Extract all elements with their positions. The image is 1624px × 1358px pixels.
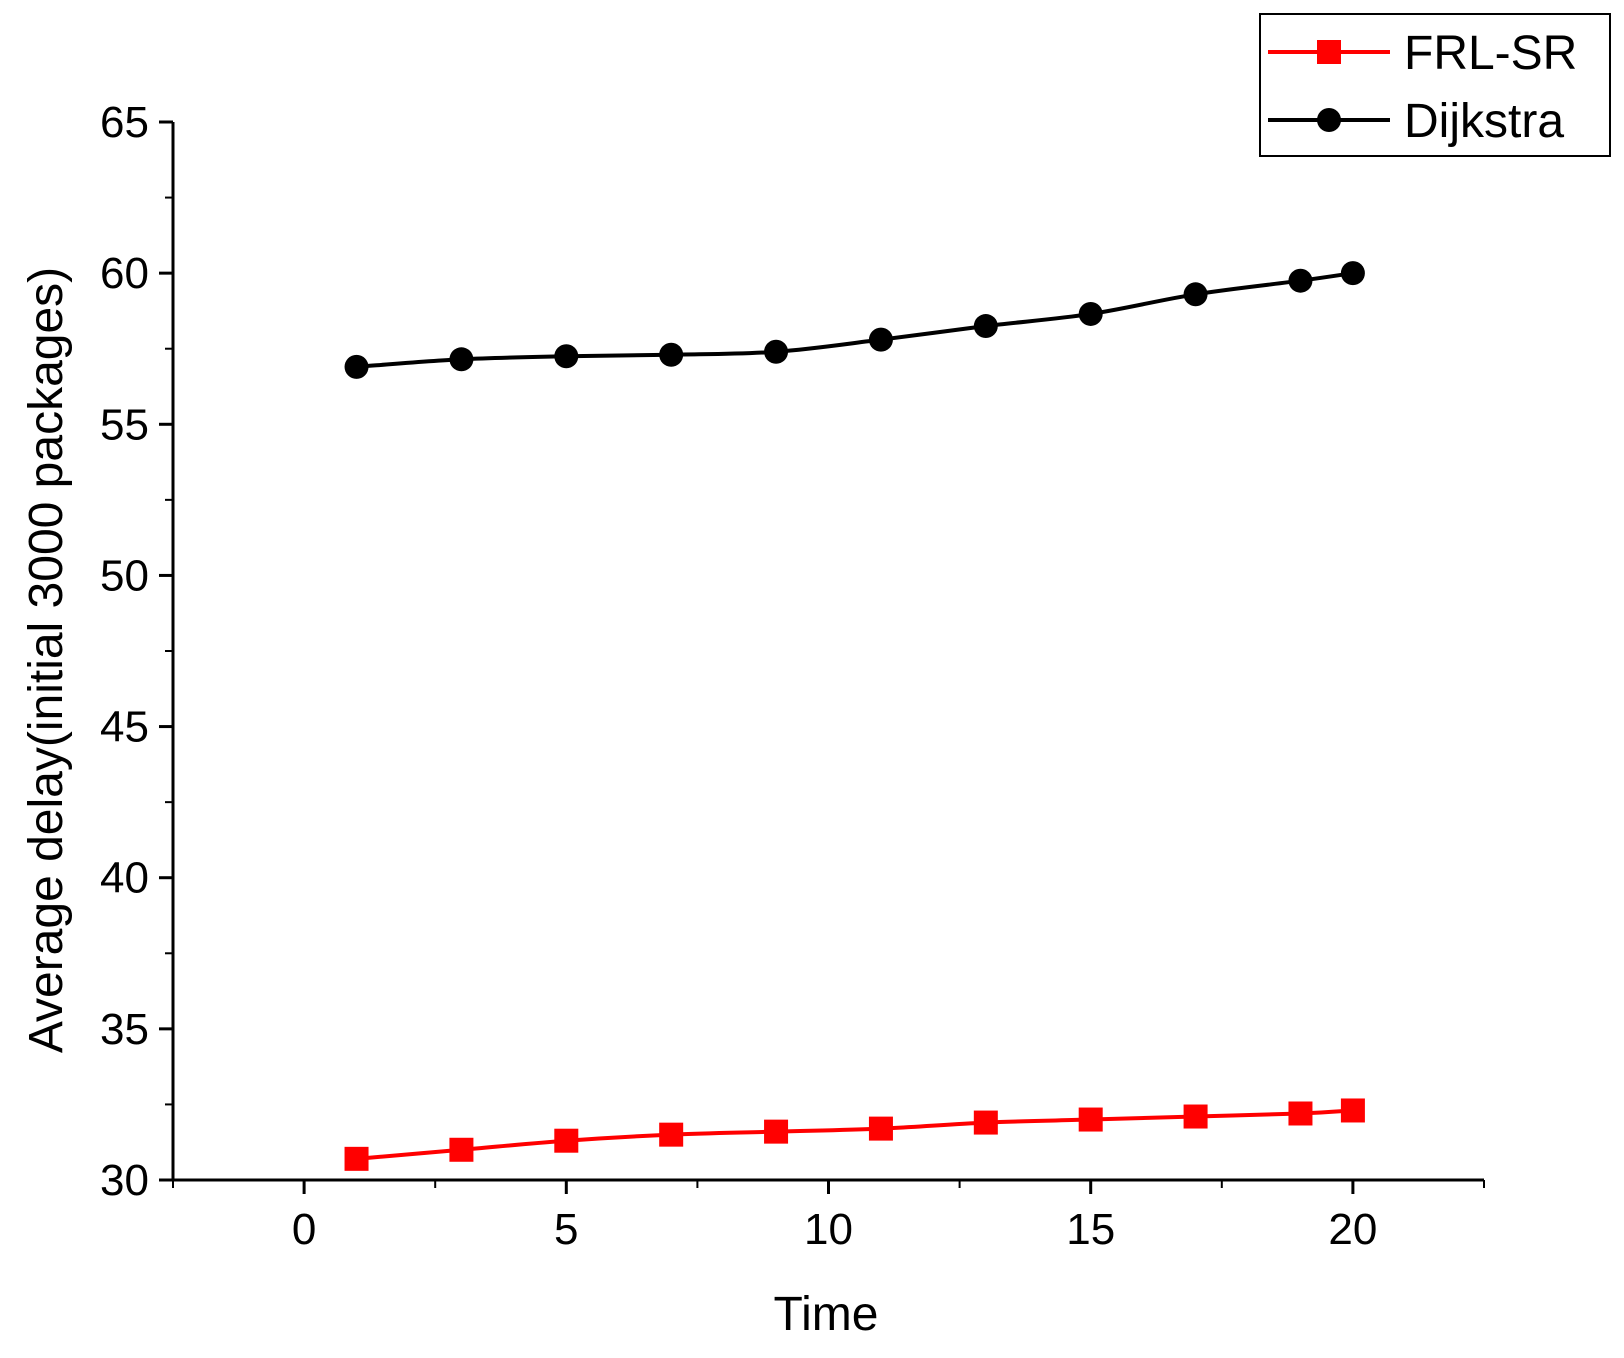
legend-box [1259, 13, 1611, 157]
data-point-dijkstra [764, 339, 789, 364]
data-point-frl-sr [1288, 1101, 1313, 1126]
x-tick-label: 20 [1328, 1205, 1377, 1254]
y-tick-label: 55 [100, 400, 149, 449]
data-point-frl-sr [764, 1119, 789, 1144]
data-point-dijkstra [1340, 261, 1365, 286]
y-tick-label: 30 [100, 1156, 149, 1205]
data-point-dijkstra [1078, 301, 1103, 326]
legend: FRL-SR Dijkstra [1259, 13, 1611, 157]
data-point-dijkstra [1288, 268, 1313, 293]
axes-layer: 0 5 10 15 20 30 35 40 45 50 55 60 65 [100, 98, 1485, 1254]
data-point-dijkstra [449, 347, 474, 372]
data-point-dijkstra [868, 327, 893, 352]
x-tick-label: 0 [292, 1205, 316, 1254]
series-layer [344, 261, 1365, 1171]
data-point-dijkstra [659, 342, 684, 367]
y-axis-title: Average delay(initial 3000 packages) [20, 267, 73, 1053]
y-tick-label: 40 [100, 854, 149, 903]
data-point-frl-sr [449, 1137, 474, 1162]
data-point-dijkstra [1183, 282, 1208, 307]
y-tick-label: 50 [100, 551, 149, 600]
data-point-frl-sr [973, 1110, 998, 1135]
legend-marker-dijkstra [1317, 108, 1341, 132]
data-point-frl-sr [554, 1128, 579, 1153]
x-tick-label: 10 [804, 1205, 853, 1254]
y-tick-label: 35 [100, 1005, 149, 1054]
x-axis-title: Time [774, 1288, 879, 1341]
data-point-frl-sr [868, 1116, 893, 1141]
x-tick-label: 5 [554, 1205, 578, 1254]
data-point-frl-sr [344, 1146, 369, 1171]
y-tick-label: 65 [100, 98, 149, 147]
x-tick-label: 15 [1066, 1205, 1115, 1254]
data-point-frl-sr [1078, 1107, 1103, 1132]
y-tick-label: 45 [100, 703, 149, 752]
y-tick-label: 60 [100, 249, 149, 298]
data-point-dijkstra [554, 344, 579, 369]
data-point-frl-sr [1340, 1098, 1365, 1123]
legend-label-dijkstra: Dijkstra [1404, 95, 1564, 148]
legend-label-frl-sr: FRL-SR [1404, 27, 1577, 80]
data-point-frl-sr [1183, 1104, 1208, 1129]
data-point-dijkstra [973, 314, 998, 339]
legend-marker-frl-sr [1317, 40, 1341, 64]
data-point-frl-sr [659, 1122, 684, 1147]
data-point-dijkstra [344, 354, 369, 379]
